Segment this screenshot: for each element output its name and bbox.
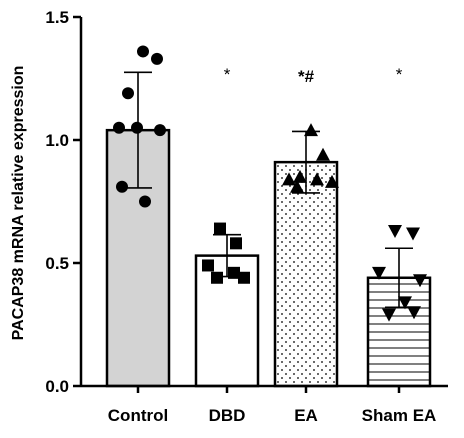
data-point-sham-ea xyxy=(388,225,402,239)
y-tick-label: 1.5 xyxy=(45,8,69,27)
data-point-sham-ea xyxy=(398,296,412,310)
y-tick-label: 0.5 xyxy=(45,254,69,273)
y-tick-label: 1.0 xyxy=(45,131,69,150)
data-point-ea xyxy=(310,172,324,186)
data-point-dbd xyxy=(230,237,242,250)
data-point-control xyxy=(154,124,166,137)
data-point-ea xyxy=(325,174,339,188)
significance-label-ea: *# xyxy=(298,67,315,86)
data-point-control xyxy=(122,87,134,100)
data-point-dbd xyxy=(211,271,223,284)
data-point-ea xyxy=(316,147,330,161)
significance-label-sham-ea: * xyxy=(396,65,403,84)
data-point-ea xyxy=(293,169,307,183)
x-tick-label-ea: EA xyxy=(294,406,318,425)
x-tick-label-control: Control xyxy=(108,406,168,425)
data-point-control xyxy=(116,180,128,193)
data-point-dbd xyxy=(202,259,214,272)
data-point-dbd xyxy=(238,271,250,284)
data-point-ea xyxy=(282,172,296,186)
data-point-control xyxy=(137,45,149,58)
data-point-control xyxy=(131,121,143,134)
data-point-sham-ea xyxy=(372,266,386,280)
y-tick-label: 0.0 xyxy=(45,377,69,396)
data-point-sham-ea xyxy=(413,274,427,288)
data-point-sham-ea xyxy=(407,306,421,320)
data-point-ea xyxy=(304,123,318,137)
x-tick-label-sham-ea: Sham EA xyxy=(362,406,437,425)
data-point-sham-ea xyxy=(406,227,420,241)
x-tick-label-dbd: DBD xyxy=(209,406,246,425)
data-point-ea xyxy=(290,179,304,193)
data-point-sham-ea xyxy=(382,308,396,322)
significance-label-dbd: * xyxy=(224,65,231,84)
bar-ea xyxy=(273,160,339,388)
y-axis-title: PACAP38 mRNA relative expression xyxy=(10,66,27,341)
data-point-control xyxy=(113,121,125,134)
data-point-control xyxy=(139,195,151,208)
data-point-dbd xyxy=(228,266,240,279)
data-point-control xyxy=(151,52,163,65)
data-point-dbd xyxy=(214,222,226,235)
